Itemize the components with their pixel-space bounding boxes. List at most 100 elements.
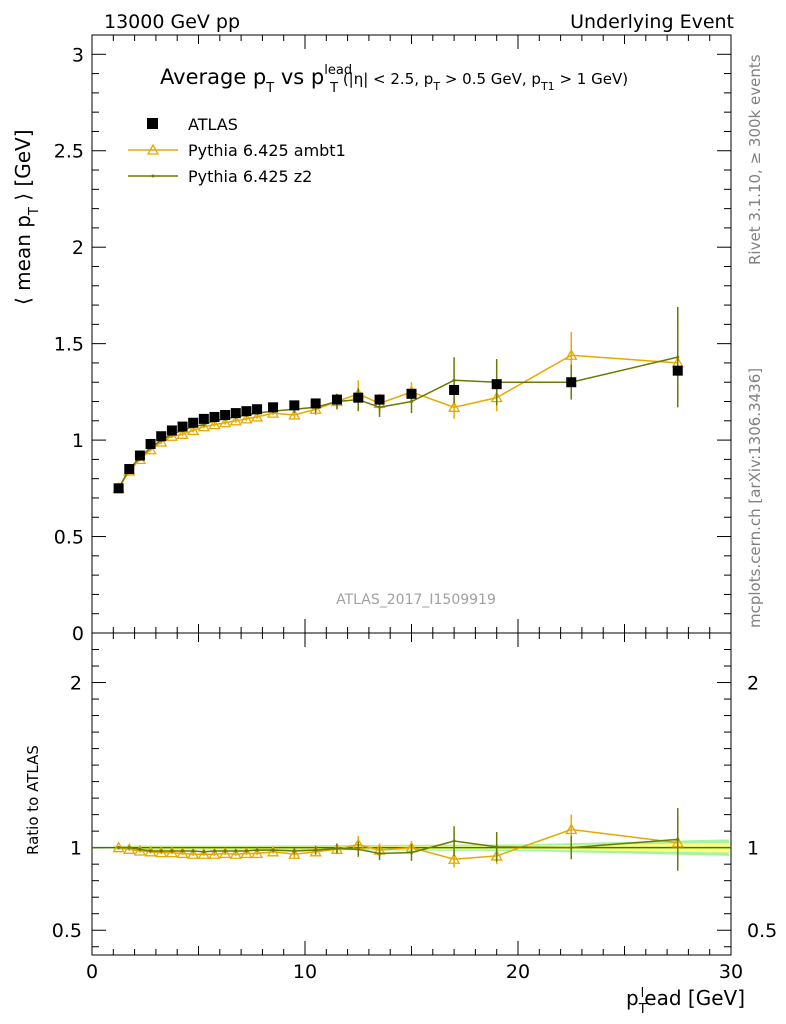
ambt1-point bbox=[187, 424, 200, 436]
ratio-z2-point bbox=[452, 839, 456, 843]
mcplots-label: mcplots.cern.ch [arXiv:1306.3436] bbox=[746, 368, 764, 628]
y-tick-label: 2 bbox=[72, 237, 84, 259]
ratio-z2-point bbox=[676, 837, 680, 841]
ratio-z2-point bbox=[234, 849, 238, 853]
main-plot-panel: 0 0.5 1 1.5 2 2.5 3 bbox=[54, 34, 732, 955]
ratio-z2-point bbox=[181, 849, 185, 853]
ambt1-point bbox=[229, 414, 242, 426]
atlas-point bbox=[491, 379, 502, 390]
ratio-z2-point bbox=[314, 848, 318, 852]
atlas-point bbox=[166, 425, 177, 436]
ambt1-point bbox=[250, 410, 264, 422]
ratio-z2-point bbox=[223, 849, 227, 853]
z2-point bbox=[452, 378, 456, 382]
y-tick-label: 1.5 bbox=[54, 334, 84, 356]
ratio-z2-point bbox=[569, 846, 573, 850]
ratio-z2-point bbox=[335, 846, 339, 850]
ratio-z2-point bbox=[244, 849, 248, 853]
title-sup: lead bbox=[324, 63, 352, 78]
ambt1-point bbox=[266, 406, 280, 418]
ratio-y-tick-label-right: 2 bbox=[747, 673, 759, 695]
ylabel-part: ⟨ mean p bbox=[11, 215, 35, 305]
atlas-point bbox=[220, 410, 231, 421]
legend: ATLAS Pythia 6.425 ambt1 Pythia 6.425 z2 bbox=[128, 115, 346, 186]
atlas-point bbox=[198, 413, 209, 424]
ambt1-point bbox=[288, 408, 301, 420]
ratio-z2-point bbox=[127, 846, 131, 850]
ratio-z2-point bbox=[292, 849, 296, 853]
ambt1-point bbox=[309, 402, 322, 414]
ratio-ambt1-point bbox=[176, 847, 189, 859]
ratio-ambt1-point bbox=[208, 847, 221, 859]
xlabel-sub: T bbox=[638, 1002, 647, 1017]
ratio-ambt1-point bbox=[309, 845, 322, 857]
z2-point bbox=[410, 400, 413, 404]
atlas-point bbox=[188, 417, 199, 428]
ratio-z2-point bbox=[212, 849, 216, 853]
atlas-point bbox=[156, 431, 167, 442]
ratio-z2-point bbox=[255, 848, 259, 852]
ratio-z2-point bbox=[410, 851, 413, 855]
atlas-point bbox=[134, 450, 145, 461]
atlas-point bbox=[145, 438, 156, 449]
ratio-y-tick-label-right: 1 bbox=[747, 838, 759, 860]
ratio-z2-point bbox=[495, 845, 499, 849]
ratio-plot-panel: 0 10 20 300.5 0.51 12 2 bbox=[52, 632, 777, 983]
atlas-point bbox=[310, 398, 321, 409]
ratio-frame bbox=[91, 632, 732, 956]
x-tick-label: 30 bbox=[719, 961, 743, 983]
ratio-ambt1-point bbox=[165, 846, 178, 858]
y-tick-label: 1 bbox=[72, 430, 84, 452]
atlas-point bbox=[252, 404, 263, 415]
ylabel-part: ⟩ [GeV] bbox=[11, 130, 35, 208]
atlas-point bbox=[209, 411, 220, 422]
legend-atlas-marker bbox=[147, 118, 158, 129]
atlas-point bbox=[449, 384, 460, 395]
title-part: Average p bbox=[160, 65, 266, 89]
z2-point bbox=[202, 423, 206, 427]
ylabel-sub: T bbox=[27, 207, 42, 216]
atlas-point bbox=[566, 377, 577, 388]
rivet-label: Rivet 3.1.10, ≥ 300k events bbox=[746, 54, 764, 265]
title-part: > 1 GeV) bbox=[555, 70, 628, 88]
xlabel-part: ead [GeV] bbox=[644, 986, 745, 1010]
ratio-ambt1-point bbox=[240, 847, 253, 859]
atlas-point bbox=[374, 394, 385, 405]
title-part: > 0.5 GeV, p bbox=[440, 70, 541, 88]
title-part: vs p bbox=[274, 65, 324, 89]
ratio-y-tick-label: 2 bbox=[70, 673, 82, 695]
ratio-ambt1-point bbox=[197, 847, 210, 859]
x-axis-label: pTlead [GeV] bbox=[626, 986, 745, 1017]
ratio-ambt1-point bbox=[123, 842, 136, 854]
ratio-z2-point bbox=[138, 847, 142, 851]
ratio-ambt1-point bbox=[187, 847, 200, 859]
atlas-point bbox=[289, 400, 300, 411]
ratio-ambt1-point bbox=[447, 852, 461, 864]
x-tick-label: 0 bbox=[86, 961, 98, 983]
y-tick-label: 2.5 bbox=[54, 141, 84, 163]
ambt1-point bbox=[197, 420, 210, 432]
ratio-ambt1-point bbox=[288, 847, 301, 859]
title-part: (|η| < 2.5, p bbox=[338, 70, 433, 88]
ratio-y-tick-label: 1 bbox=[70, 838, 82, 860]
ratio-z2-point bbox=[202, 850, 206, 854]
header-left: 13000 GeV pp bbox=[104, 11, 240, 33]
ratio-ambt1-point bbox=[565, 823, 578, 835]
x-tick-label: 10 bbox=[293, 961, 317, 983]
main-y-axis-label: ⟨ mean pT ⟩ [GeV] bbox=[11, 130, 42, 306]
ratio-z2-point bbox=[378, 851, 382, 855]
title-sub: T bbox=[329, 81, 338, 96]
y-tick-label: 0.5 bbox=[54, 527, 84, 549]
plot-title: Average pT vs plead T (|η| < 2.5, pT > 0.… bbox=[160, 63, 628, 96]
ratio-z2-point bbox=[271, 848, 275, 852]
y-tick-label: 3 bbox=[72, 44, 84, 66]
ambt1-point bbox=[447, 400, 461, 412]
ratio-ambt1-point bbox=[250, 847, 264, 859]
y-tick-label: 0 bbox=[72, 623, 84, 645]
z2-point bbox=[676, 355, 680, 359]
ambt1-point bbox=[208, 418, 221, 430]
ambt1-point bbox=[176, 427, 189, 439]
ratio-y-axis-label: Ratio to ATLAS bbox=[24, 745, 42, 855]
title-sub: T bbox=[265, 81, 274, 96]
